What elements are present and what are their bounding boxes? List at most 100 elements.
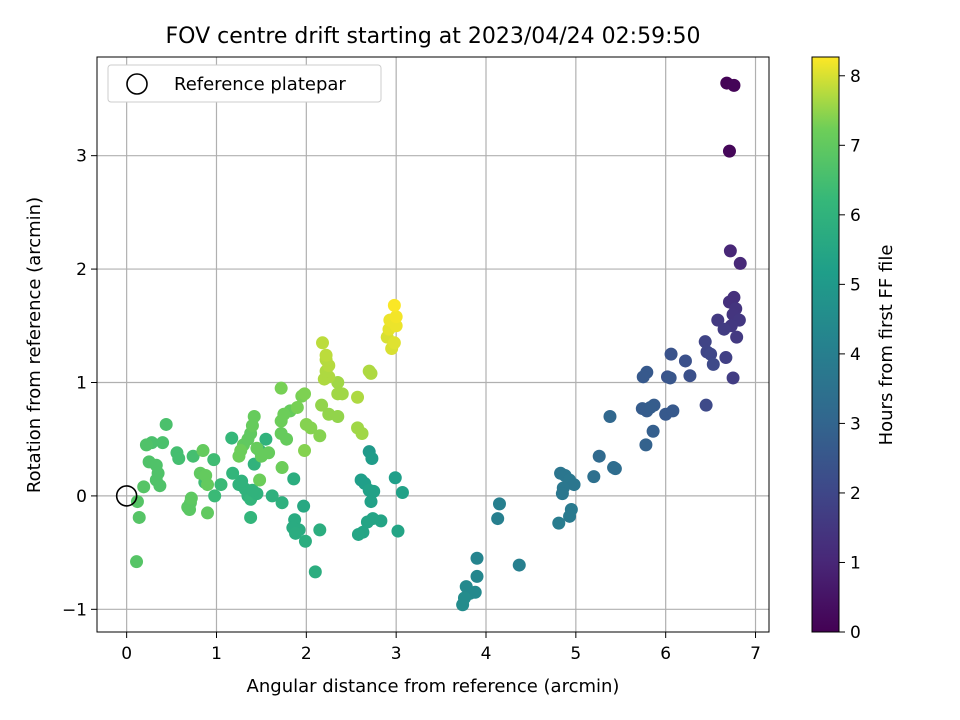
reference-platepar-marker (115, 485, 138, 507)
scatter-point (319, 348, 333, 362)
scatter-point (315, 398, 329, 412)
x-tick-label: 1 (211, 644, 222, 664)
scatter-point (730, 330, 744, 344)
scatter-point (315, 336, 329, 350)
scatter-point (226, 466, 240, 480)
scatter-point (207, 453, 221, 467)
scatter-point (275, 461, 289, 475)
y-tick-label: −1 (62, 600, 87, 620)
scatter-point (186, 449, 200, 463)
colorbar-tick-label: 5 (850, 275, 861, 295)
x-tick-label: 2 (301, 644, 312, 664)
scatter-point (492, 497, 506, 511)
scatter-point (298, 534, 312, 548)
colorbar-tick-label: 2 (850, 484, 861, 504)
scatter-point (235, 474, 249, 488)
scatter-point (298, 444, 312, 458)
scatter-point (367, 484, 381, 498)
x-axis-label: Angular distance from reference (arcmin) (247, 676, 620, 697)
scatter-point (275, 496, 289, 510)
scatter-point (159, 417, 173, 431)
colorbar-tick-label: 1 (850, 553, 861, 573)
scatter-point (259, 432, 273, 446)
x-tick-label: 7 (750, 644, 761, 664)
scatter-point (683, 369, 697, 383)
scatter-point (244, 510, 258, 524)
scatter-point (555, 487, 569, 501)
scatter-point (196, 444, 210, 458)
scatter-point (214, 478, 228, 492)
colorbar-tick-label: 6 (850, 206, 861, 226)
scatter-point (247, 410, 261, 424)
data-points (130, 76, 747, 612)
chart-title: FOV centre drift starting at 2023/04/24 … (166, 24, 701, 49)
grid-lines (97, 57, 769, 632)
scatter-point (704, 347, 718, 361)
scatter-point (172, 451, 186, 465)
scatter-point (201, 478, 215, 492)
scatter-point (395, 486, 409, 500)
scatter-point (491, 512, 505, 526)
scatter-point (289, 526, 303, 540)
colorbar-gradient (811, 56, 840, 633)
scatter-point (717, 322, 731, 336)
scatter-point (298, 387, 312, 401)
y-tick-label: 1 (76, 373, 87, 393)
scatter-point (156, 436, 170, 450)
scatter-point (130, 495, 144, 509)
scatter-point (699, 398, 713, 412)
scatter-point (719, 351, 733, 365)
scatter-point (711, 313, 725, 327)
scatter-point (351, 527, 365, 541)
scatter-point (245, 483, 259, 497)
scatter-point (225, 431, 239, 445)
scatter-point (297, 499, 311, 513)
colorbar-ticks: 0 1 2 3 4 5 6 7 8 (839, 67, 861, 643)
y-tick-label: 3 (76, 147, 87, 167)
x-tick-label: 3 (391, 644, 402, 664)
scatter-point (636, 370, 650, 384)
scatter-point (726, 371, 740, 385)
colorbar-tick-label: 7 (850, 136, 861, 156)
colorbar: 0 1 2 3 4 5 6 7 8 Hours from first FF file (811, 56, 897, 643)
y-axis-ticks: −1 0 1 2 3 (62, 147, 97, 620)
scatter-point (201, 506, 215, 520)
scatter-point (137, 480, 151, 494)
scatter-point (335, 387, 349, 401)
scatter-point (592, 449, 606, 463)
reference-marker-layer (115, 485, 138, 507)
scatter-point (723, 244, 737, 258)
scatter-point (262, 446, 276, 460)
scatter-point (587, 470, 601, 484)
scatter-point (374, 514, 388, 528)
scatter-point (184, 491, 198, 505)
scatter-point (470, 569, 484, 583)
legend-marker-open-circle (126, 73, 148, 95)
scatter-point (253, 473, 267, 487)
y-tick-label: 0 (76, 487, 87, 507)
scatter-point (639, 438, 653, 452)
scatter-point (351, 390, 365, 404)
scatter-point (153, 479, 167, 493)
scatter-point (722, 144, 736, 158)
scatter-point (666, 404, 680, 418)
scatter-point (563, 509, 577, 523)
x-tick-label: 4 (481, 644, 492, 664)
scatter-point (274, 414, 288, 428)
x-tick-label: 6 (660, 644, 671, 664)
scatter-point (274, 381, 288, 395)
scatter-point (355, 427, 369, 441)
scatter-point (331, 410, 345, 424)
scatter-point (280, 432, 294, 446)
colorbar-tick-label: 0 (850, 623, 861, 643)
scatter-point (678, 354, 692, 368)
colorbar-label: Hours from first FF file (876, 245, 897, 446)
legend-box (107, 64, 382, 103)
scatter-point (387, 298, 401, 312)
scatter-point (391, 524, 405, 538)
scatter-point (646, 424, 660, 438)
scatter-point (552, 516, 566, 530)
scatter-point (663, 371, 677, 385)
scatter-point (139, 438, 153, 452)
scatter-point (727, 78, 741, 92)
